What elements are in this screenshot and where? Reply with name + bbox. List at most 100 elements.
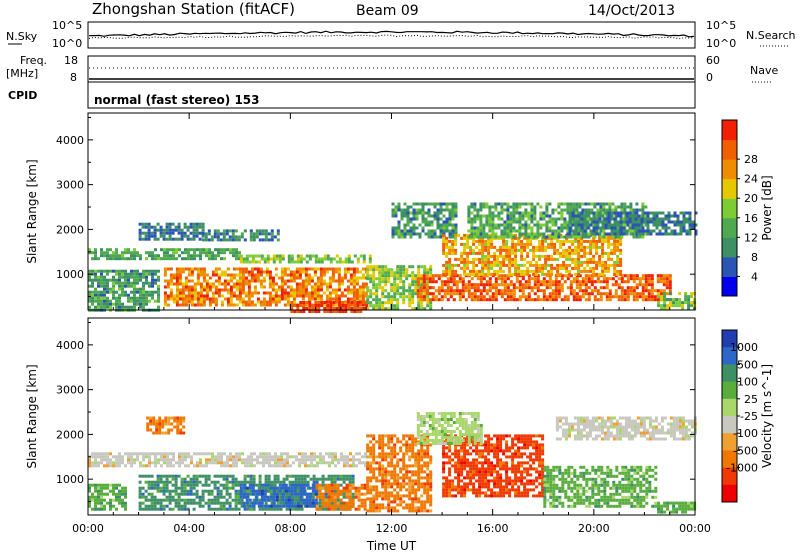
power-cell: [521, 283, 525, 287]
power-cell: [313, 267, 317, 271]
power-cell: [545, 235, 549, 239]
power-cell: [454, 239, 458, 243]
power-cell: [437, 286, 441, 290]
power-cell: [448, 211, 452, 215]
power-cell: [118, 296, 121, 300]
velocity-cell: [177, 504, 181, 508]
power-cell: [454, 263, 458, 267]
power-cell: [586, 220, 590, 224]
power-cell: [253, 276, 257, 280]
power-cell: [602, 202, 606, 206]
power-cell: [124, 293, 127, 297]
velocity-cell: [216, 492, 220, 496]
velocity-cell: [189, 477, 193, 481]
power-cell: [387, 274, 391, 278]
power-cell: [623, 289, 627, 293]
power-cell: [106, 302, 109, 306]
power-cell: [451, 214, 455, 218]
velocity-cell: [165, 489, 169, 493]
power-cell: [634, 220, 638, 224]
power-cell: [211, 297, 215, 301]
power-cell: [136, 299, 139, 303]
velocity-cell: [181, 458, 184, 462]
power-cell: [430, 232, 434, 236]
power-cell: [190, 273, 194, 277]
power-cell: [448, 269, 452, 273]
power-cell: [553, 245, 557, 249]
power-cell: [430, 202, 434, 206]
power-cell: [355, 291, 359, 295]
power-cell: [472, 239, 476, 243]
velocity-cell: [210, 498, 214, 502]
velocity-cell: [94, 452, 97, 456]
power-cell: [334, 288, 338, 292]
power-cell: [509, 292, 513, 296]
power-cell: [638, 295, 642, 299]
power-cell: [417, 286, 421, 290]
velocity-cell: [288, 480, 292, 484]
power-cell: [305, 254, 309, 258]
power-cell: [184, 282, 188, 286]
power-cell: [349, 288, 353, 292]
power-cell: [659, 280, 663, 284]
power-cell: [153, 228, 157, 232]
velocity-cell: [196, 452, 199, 456]
power-cell: [512, 226, 516, 230]
power-cell: [375, 295, 379, 299]
velocity-cell: [243, 480, 247, 484]
power-cell: [440, 289, 444, 293]
power-cell: [214, 288, 218, 292]
power-cell: [436, 202, 440, 206]
power-cell: [106, 269, 109, 273]
power-cell: [473, 232, 477, 236]
power-cell: [473, 208, 477, 212]
power-cell: [607, 266, 611, 270]
beam-label: Beam 09: [356, 3, 419, 19]
power-cell: [562, 254, 566, 258]
power-cell: [391, 211, 395, 215]
velocity-cell: [183, 507, 187, 511]
velocity-cell: [271, 458, 274, 462]
power-cell: [428, 286, 432, 290]
velocity-cell: [166, 455, 169, 459]
power-cell: [496, 272, 500, 276]
power-cell: [88, 275, 91, 279]
power-cell: [340, 294, 344, 298]
power-cell: [479, 223, 483, 227]
power-cell: [148, 272, 151, 276]
power-cell: [175, 248, 178, 252]
power-cell: [347, 304, 351, 307]
power-cell: [554, 289, 558, 293]
power-cell: [322, 270, 326, 274]
power-cell: [526, 266, 530, 270]
velocity-cell: [627, 425, 631, 429]
power-cell: [590, 208, 594, 212]
power-cell: [280, 288, 284, 292]
power-cell: [106, 284, 109, 288]
power-cell: [145, 251, 148, 255]
power-cell: [414, 277, 418, 281]
power-cell: [94, 254, 97, 258]
power-cell: [454, 236, 458, 240]
power-cell: [198, 237, 202, 241]
power-cell: [485, 217, 489, 221]
power-cell: [658, 220, 662, 224]
power-cell: [475, 272, 479, 276]
power-cell: [314, 260, 318, 264]
power-cell: [341, 307, 345, 310]
power-cell: [494, 283, 498, 287]
power-cell: [198, 231, 202, 235]
power-cell: [563, 217, 567, 221]
power-cell: [610, 263, 614, 267]
power-cell: [100, 269, 103, 273]
power-cell: [347, 254, 351, 258]
power-cell: [436, 226, 440, 230]
velocity-cell: [630, 428, 634, 432]
velocity-cell: [297, 489, 301, 493]
velocity-cell: [246, 480, 250, 484]
power-cell: [162, 237, 166, 241]
velocity-cell: [252, 474, 256, 478]
velocity-cell: [189, 492, 193, 496]
power-cell: [602, 205, 606, 209]
power-cell: [542, 289, 546, 293]
